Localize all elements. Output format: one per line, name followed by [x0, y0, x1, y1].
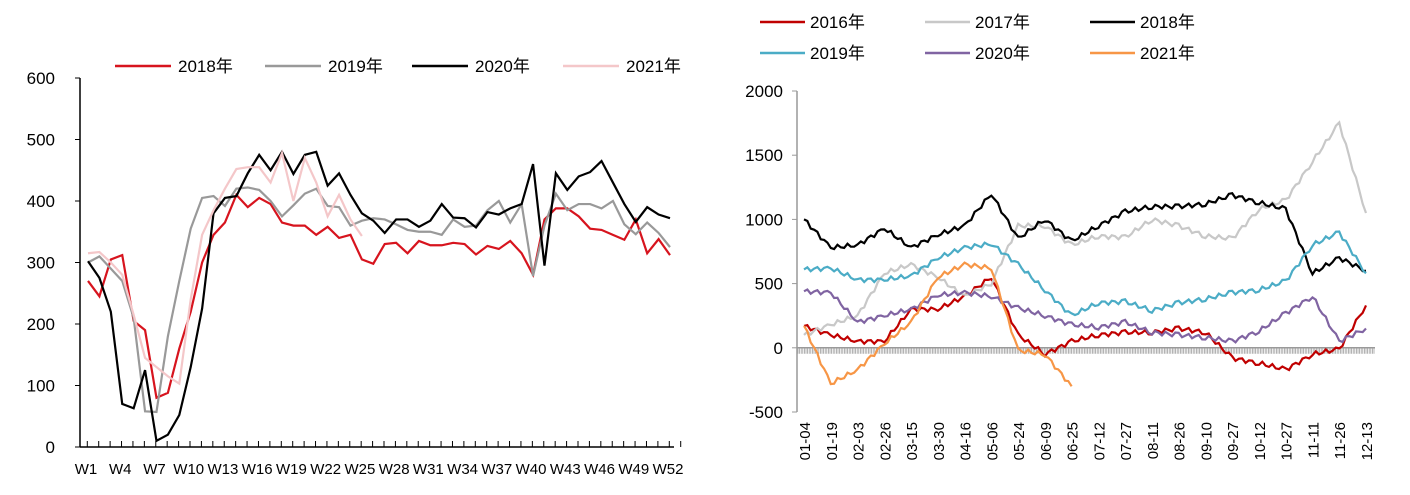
y-tick-label: 2000: [745, 82, 783, 101]
legend-label: 2020年: [975, 44, 1030, 63]
x-tick-label: 11-11: [1305, 422, 1322, 458]
x-tick-label: 06-09: [1038, 422, 1055, 460]
x-tick-label: 01-19: [824, 422, 841, 460]
x-tick-label: 03-30: [931, 422, 948, 460]
x-tick-label: W1: [75, 461, 98, 478]
legend-label: 2019年: [810, 44, 865, 63]
legend-label: 2018年: [178, 57, 233, 76]
x-tick-label: 10-12: [1252, 422, 1269, 460]
y-tick-label: 500: [27, 131, 55, 150]
legend-label: 2016年: [810, 13, 865, 32]
y-tick-label: 1000: [745, 210, 783, 229]
y-tick-label: 0: [46, 438, 55, 457]
y-tick-label: 300: [27, 254, 55, 273]
x-tick-label: W7: [143, 461, 166, 478]
series-line-2020年: [803, 288, 1367, 344]
x-tick-label: 02-26: [877, 422, 894, 460]
series-line-2018年: [803, 192, 1367, 277]
x-tick-label: W25: [344, 461, 375, 478]
y-tick-label: 1500: [745, 146, 783, 165]
y-tick-label: 0: [774, 339, 783, 358]
x-tick-label: W49: [618, 461, 649, 478]
legend-label: 2018年: [1140, 13, 1195, 32]
x-tick-label: 07-27: [1118, 422, 1135, 460]
weekly-chart: 0 100 200 300 400 500 600 W1 W4 W7 W10 W13 W16 W19 W22…: [27, 57, 684, 478]
daily-chart: -500 0 500 1000 1500 2000 01-04 01-19 02-03 02-26…: [745, 13, 1376, 460]
x-tick-label: W43: [550, 461, 581, 478]
x-tick-label: W52: [653, 461, 684, 478]
series-line-2021年: [803, 261, 1073, 387]
series-line-2019年: [87, 186, 671, 414]
y-tick-label: 100: [27, 377, 55, 396]
x-tick-label: 05-24: [1011, 422, 1028, 460]
x-tick-label: 03-15: [904, 422, 921, 460]
x-tick-label: 10-27: [1279, 422, 1296, 460]
x-tick-label: W34: [447, 461, 478, 478]
x-tick-label: 02-03: [851, 422, 868, 460]
legend-label: 2017年: [975, 13, 1030, 32]
series-line-2020年: [87, 149, 671, 443]
legend-label: 2021年: [1140, 44, 1195, 63]
x-tick-label: 06-25: [1065, 422, 1082, 460]
x-tick-label: 05-06: [984, 422, 1001, 460]
legend-label: 2020年: [475, 57, 530, 76]
series-line-2018年: [87, 192, 671, 400]
y-tick-label: 400: [27, 192, 55, 211]
x-tick-label: W19: [276, 461, 307, 478]
y-tick-label: -500: [749, 403, 783, 422]
x-tick-label: 08-11: [1145, 422, 1162, 459]
x-tick-label: 07-12: [1091, 422, 1108, 460]
x-tick-label: W16: [242, 461, 273, 478]
series-line-2016年: [803, 277, 1368, 372]
series-line-2019年: [803, 230, 1367, 317]
x-tick-label: W40: [516, 461, 547, 478]
x-tick-label: W37: [481, 461, 512, 478]
x-tick-label: W28: [379, 461, 410, 478]
x-tick-label: 01-04: [797, 422, 814, 460]
x-tick-label: W13: [208, 461, 239, 478]
x-tick-label: W10: [173, 461, 204, 478]
x-tick-label: 11-26: [1332, 422, 1349, 459]
legend-label: 2019年: [328, 57, 383, 76]
series-line-2021年: [87, 149, 363, 386]
x-tick-label: W22: [310, 461, 341, 478]
x-tick-label: W4: [109, 461, 132, 478]
y-tick-label: 200: [27, 315, 55, 334]
x-tick-label: W31: [413, 461, 444, 478]
x-tick-label: 09-27: [1225, 422, 1242, 460]
y-tick-label: 600: [27, 69, 55, 88]
x-tick-label: 09-10: [1198, 422, 1215, 460]
x-tick-label: 08-26: [1172, 422, 1189, 460]
y-tick-label: 500: [755, 275, 783, 294]
x-tick-label: 04-16: [958, 422, 975, 460]
x-tick-label: W46: [584, 461, 615, 478]
series-line-2017年: [803, 120, 1368, 337]
x-tick-label: 12-13: [1359, 422, 1376, 460]
legend-label: 2021年: [626, 57, 681, 76]
